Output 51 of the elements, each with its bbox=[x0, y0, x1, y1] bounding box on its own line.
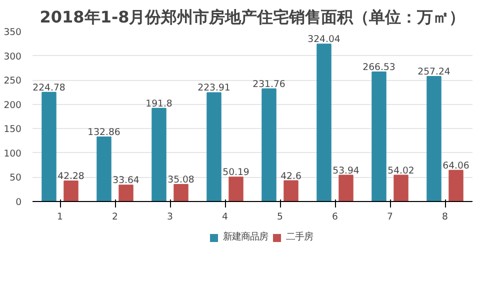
bar bbox=[42, 92, 56, 202]
bar bbox=[426, 76, 442, 202]
bar bbox=[372, 72, 386, 202]
bar bbox=[64, 180, 78, 202]
x-tick-label: 4 bbox=[222, 212, 228, 222]
data-label: 324.04 bbox=[308, 34, 340, 46]
data-label: 266.53 bbox=[362, 62, 396, 74]
y-tick-label: 350 bbox=[4, 27, 22, 38]
data-label: 223.91 bbox=[198, 82, 230, 94]
data-label: 231.76 bbox=[252, 78, 286, 90]
legend-label: 二手房 bbox=[286, 230, 313, 244]
data-label: 33.64 bbox=[112, 175, 140, 186]
y-tick-label: 300 bbox=[4, 51, 22, 62]
chart-title: 2018年1-8月份郑州市房地产住宅销售面积（单位：万㎡） bbox=[40, 8, 466, 26]
y-tick-label: 200 bbox=[4, 100, 22, 111]
bar bbox=[152, 108, 166, 202]
x-tick-label: 3 bbox=[167, 212, 174, 222]
x-tick-label: 1 bbox=[57, 212, 64, 222]
bar bbox=[118, 184, 134, 202]
bar bbox=[262, 88, 276, 202]
data-label: 54.02 bbox=[388, 165, 414, 176]
x-tick-label: 8 bbox=[442, 212, 448, 222]
y-tick-label: 100 bbox=[4, 148, 22, 160]
x-tick-label: 5 bbox=[277, 212, 284, 222]
data-label: 42.6 bbox=[280, 170, 302, 182]
x-tick-label: 7 bbox=[387, 212, 394, 222]
data-label: 53.94 bbox=[332, 165, 360, 176]
data-label: 224.78 bbox=[32, 82, 66, 94]
bar bbox=[394, 174, 408, 202]
data-label: 35.08 bbox=[168, 174, 194, 186]
data-label: 42.28 bbox=[58, 170, 84, 182]
x-tick-label: 6 bbox=[332, 212, 338, 222]
bar bbox=[174, 184, 188, 202]
data-label: 257.24 bbox=[418, 66, 450, 78]
data-label: 64.06 bbox=[442, 160, 470, 172]
y-tick-label: 50 bbox=[10, 172, 22, 184]
x-tick-label: 2 bbox=[112, 212, 118, 222]
bar bbox=[338, 174, 354, 202]
y-tick-label: 150 bbox=[4, 124, 22, 136]
bar bbox=[228, 176, 244, 202]
legend-label: 新建商品房 bbox=[223, 230, 268, 244]
bar bbox=[316, 44, 332, 202]
bar bbox=[206, 92, 222, 202]
bar bbox=[96, 136, 112, 202]
y-tick-label: 0 bbox=[16, 197, 22, 208]
bar bbox=[448, 170, 464, 202]
y-tick-label: 250 bbox=[4, 76, 22, 87]
data-label: 132.86 bbox=[88, 126, 120, 138]
bar bbox=[284, 180, 298, 202]
data-label: 50.19 bbox=[222, 167, 250, 178]
data-label: 191.8 bbox=[146, 98, 172, 110]
